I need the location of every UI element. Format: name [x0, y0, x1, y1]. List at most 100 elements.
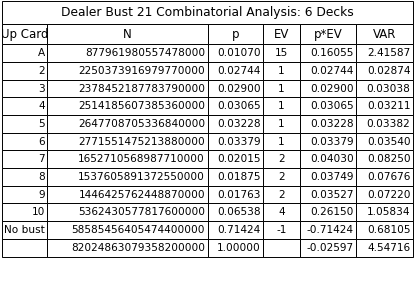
- Bar: [300, 44, 356, 62]
- Text: 0.03065: 0.03065: [217, 101, 261, 111]
- Text: 7: 7: [38, 154, 45, 164]
- Text: 0.02015: 0.02015: [217, 154, 261, 164]
- Text: 1: 1: [278, 119, 285, 129]
- Bar: [263, 62, 300, 80]
- Text: No bust: No bust: [4, 225, 45, 235]
- Bar: [356, 186, 413, 203]
- Bar: [2, 221, 47, 239]
- Text: 1: 1: [278, 84, 285, 94]
- Text: 0.02900: 0.02900: [217, 84, 261, 94]
- Bar: [300, 150, 356, 168]
- Bar: [47, 168, 208, 186]
- Text: Up Card: Up Card: [1, 28, 49, 41]
- Text: 0.03540: 0.03540: [367, 137, 410, 147]
- Text: 2250373916979770000: 2250373916979770000: [78, 66, 205, 76]
- Bar: [47, 150, 208, 168]
- Text: 58585456405474400000: 58585456405474400000: [71, 225, 205, 235]
- Bar: [47, 24, 208, 44]
- Bar: [300, 62, 356, 80]
- Text: 0.03065: 0.03065: [310, 101, 354, 111]
- Bar: [263, 221, 300, 239]
- Bar: [208, 133, 263, 150]
- Bar: [300, 186, 356, 203]
- Bar: [263, 203, 300, 221]
- Text: 0.01070: 0.01070: [217, 48, 261, 58]
- Bar: [300, 221, 356, 239]
- Text: 2771551475213880000: 2771551475213880000: [78, 137, 205, 147]
- Bar: [208, 150, 263, 168]
- Bar: [208, 239, 263, 256]
- Text: 0.04030: 0.04030: [310, 154, 354, 164]
- Bar: [47, 203, 208, 221]
- Text: 0.03038: 0.03038: [366, 84, 410, 94]
- Bar: [356, 150, 413, 168]
- Text: 0.01763: 0.01763: [217, 190, 261, 200]
- Bar: [356, 203, 413, 221]
- Bar: [208, 168, 263, 186]
- Bar: [2, 1, 413, 24]
- Bar: [356, 97, 413, 115]
- Text: 8: 8: [38, 172, 45, 182]
- Bar: [2, 239, 47, 256]
- Bar: [47, 239, 208, 256]
- Bar: [2, 24, 47, 44]
- Bar: [2, 44, 47, 62]
- Text: 0.16055: 0.16055: [310, 48, 354, 58]
- Text: 1: 1: [278, 101, 285, 111]
- Bar: [263, 24, 300, 44]
- Bar: [2, 133, 47, 150]
- Bar: [2, 203, 47, 221]
- Text: VAR: VAR: [373, 28, 396, 41]
- Bar: [356, 62, 413, 80]
- Text: A: A: [38, 48, 45, 58]
- Bar: [208, 115, 263, 133]
- Text: EV: EV: [274, 28, 289, 41]
- Text: 0.03379: 0.03379: [217, 137, 261, 147]
- Text: 3: 3: [38, 84, 45, 94]
- Text: 0.03527: 0.03527: [310, 190, 354, 200]
- Text: 1446425762448870000: 1446425762448870000: [78, 190, 205, 200]
- Text: N: N: [123, 28, 132, 41]
- Bar: [263, 239, 300, 256]
- Bar: [47, 133, 208, 150]
- Bar: [263, 80, 300, 97]
- Text: p*EV: p*EV: [314, 28, 342, 41]
- Text: p: p: [232, 28, 239, 41]
- Text: 2647708705336840000: 2647708705336840000: [78, 119, 205, 129]
- Bar: [2, 62, 47, 80]
- Text: 0.02744: 0.02744: [217, 66, 261, 76]
- Bar: [300, 80, 356, 97]
- Bar: [356, 80, 413, 97]
- Text: 1: 1: [278, 66, 285, 76]
- Bar: [208, 24, 263, 44]
- Bar: [208, 186, 263, 203]
- Bar: [2, 168, 47, 186]
- Bar: [300, 168, 356, 186]
- Text: 1: 1: [278, 137, 285, 147]
- Bar: [300, 239, 356, 256]
- Bar: [356, 24, 413, 44]
- Bar: [47, 62, 208, 80]
- Bar: [208, 221, 263, 239]
- Text: 2: 2: [278, 154, 285, 164]
- Text: 1.05834: 1.05834: [367, 207, 410, 217]
- Text: 5: 5: [38, 119, 45, 129]
- Text: 0.71424: 0.71424: [217, 225, 261, 235]
- Text: 15: 15: [275, 48, 288, 58]
- Bar: [47, 221, 208, 239]
- Text: 2: 2: [38, 66, 45, 76]
- Text: 0.03382: 0.03382: [367, 119, 410, 129]
- Bar: [47, 115, 208, 133]
- Bar: [263, 168, 300, 186]
- Text: 9: 9: [38, 190, 45, 200]
- Text: Dealer Bust 21 Combinatorial Analysis: 6 Decks: Dealer Bust 21 Combinatorial Analysis: 6…: [61, 6, 354, 19]
- Bar: [2, 115, 47, 133]
- Bar: [300, 24, 356, 44]
- Bar: [208, 62, 263, 80]
- Bar: [47, 97, 208, 115]
- Text: 0.03379: 0.03379: [310, 137, 354, 147]
- Text: 0.06538: 0.06538: [217, 207, 261, 217]
- Bar: [208, 80, 263, 97]
- Text: 0.02744: 0.02744: [310, 66, 354, 76]
- Bar: [2, 150, 47, 168]
